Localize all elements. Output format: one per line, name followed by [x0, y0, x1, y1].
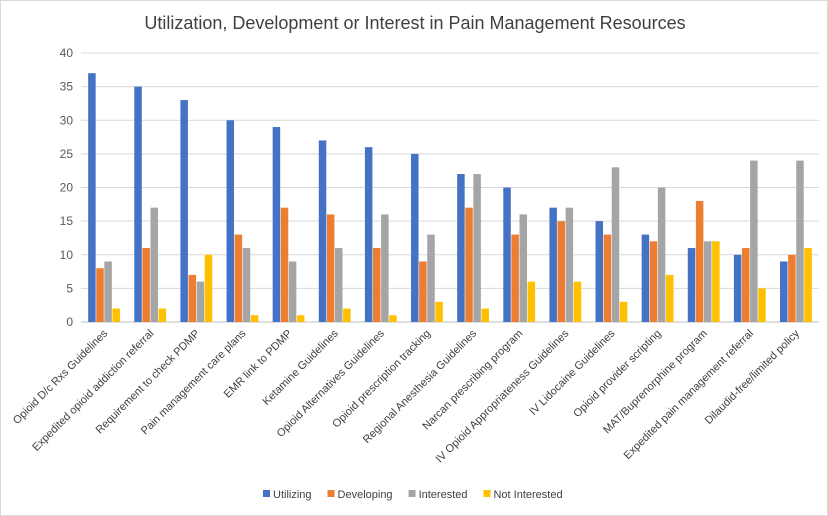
x-tick-label: Ketamine Guidelines	[261, 327, 342, 408]
bar-interested	[427, 234, 435, 322]
bar-not-interested	[712, 241, 720, 322]
bar-utilizing	[180, 100, 188, 322]
bar-interested	[796, 160, 804, 322]
bar-not-interested	[573, 281, 582, 322]
bar-interested	[703, 241, 712, 322]
bar-not-interested	[804, 248, 812, 322]
bar-interested	[565, 207, 574, 322]
legend-item: Developing	[327, 489, 393, 501]
bar-developing	[96, 268, 104, 322]
legend-label: Utilizing	[273, 489, 312, 501]
x-tick-label: Opioid provider scripting	[571, 328, 663, 420]
bar-developing	[373, 248, 381, 322]
bar-interested	[519, 214, 527, 322]
legend-swatch	[327, 490, 335, 497]
bar-utilizing	[549, 207, 557, 322]
bar-not-interested	[158, 308, 167, 322]
bar-utilizing	[411, 153, 419, 322]
bar-interested	[150, 207, 158, 322]
bar-utilizing	[457, 174, 465, 322]
y-tick-label: 5	[66, 281, 73, 295]
bar-not-interested	[343, 308, 351, 322]
bar-utilizing	[503, 187, 511, 322]
bar-developing	[557, 221, 566, 322]
legend-item: Utilizing	[263, 489, 312, 501]
x-tick-label: IV Lidocaine Guidelines	[527, 327, 618, 418]
x-tick-label: Opioid prescription tracking	[330, 328, 433, 431]
bar-developing	[188, 274, 197, 322]
bar-interested	[104, 261, 112, 322]
bar-interested	[750, 160, 758, 322]
bar-utilizing	[595, 221, 604, 322]
bar-utilizing	[134, 86, 142, 322]
bar-interested	[473, 174, 481, 322]
bar-utilizing	[226, 120, 235, 322]
bar-interested	[288, 261, 297, 322]
bar-utilizing	[318, 140, 327, 322]
bar-developing	[326, 214, 335, 322]
x-tick-label: Dilaudid-free/limited policy	[703, 327, 803, 427]
bar-utilizing	[88, 73, 96, 322]
y-tick-label: 15	[60, 214, 74, 228]
bar-not-interested	[296, 315, 305, 322]
bar-not-interested	[112, 308, 120, 322]
bar-developing	[511, 234, 519, 322]
bar-utilizing	[364, 147, 373, 322]
y-tick-label: 20	[60, 181, 74, 195]
legend-swatch	[263, 490, 270, 497]
bar-utilizing	[641, 234, 650, 322]
bar-not-interested	[619, 301, 628, 322]
x-tick-label: Opioid D/c Rxs Guidelines	[11, 327, 111, 427]
bar-developing	[419, 261, 427, 322]
legend-label: Not Interested	[493, 489, 562, 501]
legend-item: Interested	[408, 489, 468, 501]
legend-label: Developing	[338, 489, 393, 501]
bar-developing	[465, 207, 473, 322]
bar-not-interested	[758, 288, 766, 322]
bar-developing	[603, 234, 612, 322]
bar-developing	[234, 234, 243, 322]
bar-utilizing	[687, 248, 696, 322]
bar-interested	[334, 248, 343, 322]
bar-interested	[381, 214, 389, 322]
bar-not-interested	[665, 274, 674, 322]
bar-not-interested	[527, 281, 536, 322]
bar-not-interested	[481, 308, 489, 322]
y-tick-label: 35	[60, 80, 74, 94]
bar-interested	[196, 281, 205, 322]
y-tick-label: 0	[66, 315, 73, 329]
bar-developing	[788, 254, 796, 322]
y-tick-label: 30	[60, 113, 74, 127]
bar-utilizing	[272, 126, 281, 322]
bar-interested	[657, 187, 666, 322]
bar-developing	[280, 207, 289, 322]
bar-not-interested	[389, 315, 397, 322]
y-tick-label: 25	[60, 147, 74, 161]
bar-not-interested	[204, 254, 213, 322]
bar-utilizing	[780, 261, 788, 322]
chart-title: Utilization, Development or Interest in …	[144, 13, 685, 33]
bar-utilizing	[733, 254, 742, 322]
bar-not-interested	[250, 315, 259, 322]
legend-swatch	[483, 490, 491, 497]
legend-item: Not Interested	[483, 489, 563, 501]
bar-developing	[649, 241, 658, 322]
bar-interested	[242, 248, 251, 322]
bar-not-interested	[435, 301, 443, 322]
y-tick-label: 40	[60, 46, 74, 60]
legend-swatch	[408, 490, 416, 497]
bar-developing	[695, 200, 704, 322]
legend-label: Interested	[419, 489, 468, 501]
bar-interested	[611, 167, 620, 322]
bar-developing	[142, 248, 150, 322]
bar-developing	[742, 248, 750, 322]
y-tick-label: 10	[60, 248, 74, 262]
